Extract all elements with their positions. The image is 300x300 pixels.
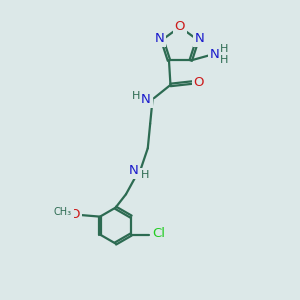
Text: H: H [220, 44, 229, 53]
Text: H: H [132, 91, 140, 101]
Text: N: N [141, 93, 151, 106]
Text: N: N [210, 48, 220, 61]
Text: H: H [220, 56, 229, 65]
Text: CH₃: CH₃ [54, 207, 72, 217]
Text: Cl: Cl [152, 227, 165, 241]
Text: N: N [195, 32, 205, 45]
Text: O: O [70, 208, 80, 221]
Text: N: N [129, 164, 138, 178]
Text: O: O [175, 20, 185, 33]
Text: H: H [141, 170, 149, 180]
Text: O: O [193, 76, 204, 89]
Text: N: N [155, 32, 165, 45]
